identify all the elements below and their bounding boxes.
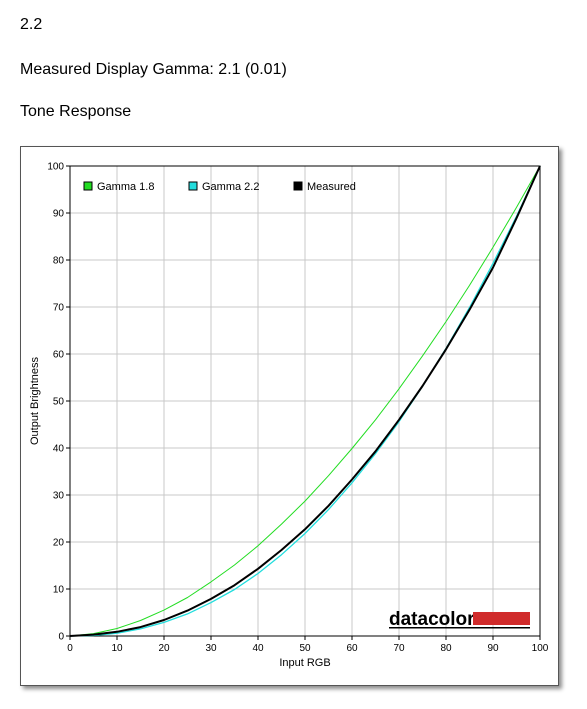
chart-legend: Gamma 1.8 Gamma 2.2 Measured [83, 181, 356, 193]
y-tick-label: 40 [53, 444, 65, 455]
y-tick-label: 90 [53, 209, 65, 220]
legend-label: Measured [307, 181, 356, 193]
y-tick-label: 0 [58, 632, 64, 643]
y-tick-label: 30 [53, 491, 65, 502]
legend-swatch [83, 181, 93, 191]
series-line-3 [69, 165, 541, 637]
legend-label: Gamma 1.8 [97, 181, 154, 193]
x-tick-label: 80 [440, 643, 452, 654]
y-tick-label: 10 [53, 585, 65, 596]
legend-swatch [188, 181, 198, 191]
logo-text: datacolor [389, 609, 475, 630]
series-line-1 [69, 165, 541, 637]
y-tick-label: 20 [53, 538, 65, 549]
y-axis-label: Output Brightness [29, 356, 41, 445]
y-tick-label: 100 [47, 162, 64, 173]
x-tick-label: 0 [67, 643, 73, 654]
series-lines [69, 165, 541, 637]
y-tick-label: 50 [53, 397, 65, 408]
y-axis-ticks: 0 10 20 30 40 50 60 70 80 90 100 [47, 162, 70, 643]
tone-response-chart: 0 10 20 30 40 50 60 70 80 90 100 0 10 20 30 40 50 60 70 80… [29, 162, 549, 670]
measured-gamma-text: Measured Display Gamma: 2.1 (0.01) [20, 61, 287, 78]
x-tick-label: 60 [346, 643, 358, 654]
y-tick-label: 80 [53, 256, 65, 267]
x-tick-label: 50 [299, 643, 311, 654]
y-tick-label: 70 [53, 303, 65, 314]
x-axis-label: Input RGB [279, 657, 330, 669]
datacolor-logo: datacolor [389, 609, 530, 630]
x-tick-label: 20 [158, 643, 170, 654]
chart-grid [70, 166, 540, 636]
x-tick-label: 70 [393, 643, 405, 654]
legend-swatch [293, 181, 303, 191]
x-tick-label: 100 [532, 643, 549, 654]
x-tick-label: 90 [487, 643, 499, 654]
y-tick-label: 60 [53, 350, 65, 361]
legend-label: Gamma 2.2 [202, 181, 259, 193]
x-tick-label: 10 [111, 643, 123, 654]
logo-underline [389, 627, 530, 629]
logo-bar [473, 612, 530, 625]
section-title: Tone Response [20, 103, 132, 120]
x-tick-label: 40 [252, 643, 264, 654]
chart-frame: 0 10 20 30 40 50 60 70 80 90 100 0 10 20 30 40 50 60 70 80… [20, 146, 559, 686]
gamma-target-value: 2.2 [20, 16, 43, 33]
x-tick-label: 30 [205, 643, 217, 654]
x-axis-ticks: 0 10 20 30 40 50 60 70 80 90 100 [67, 636, 549, 654]
